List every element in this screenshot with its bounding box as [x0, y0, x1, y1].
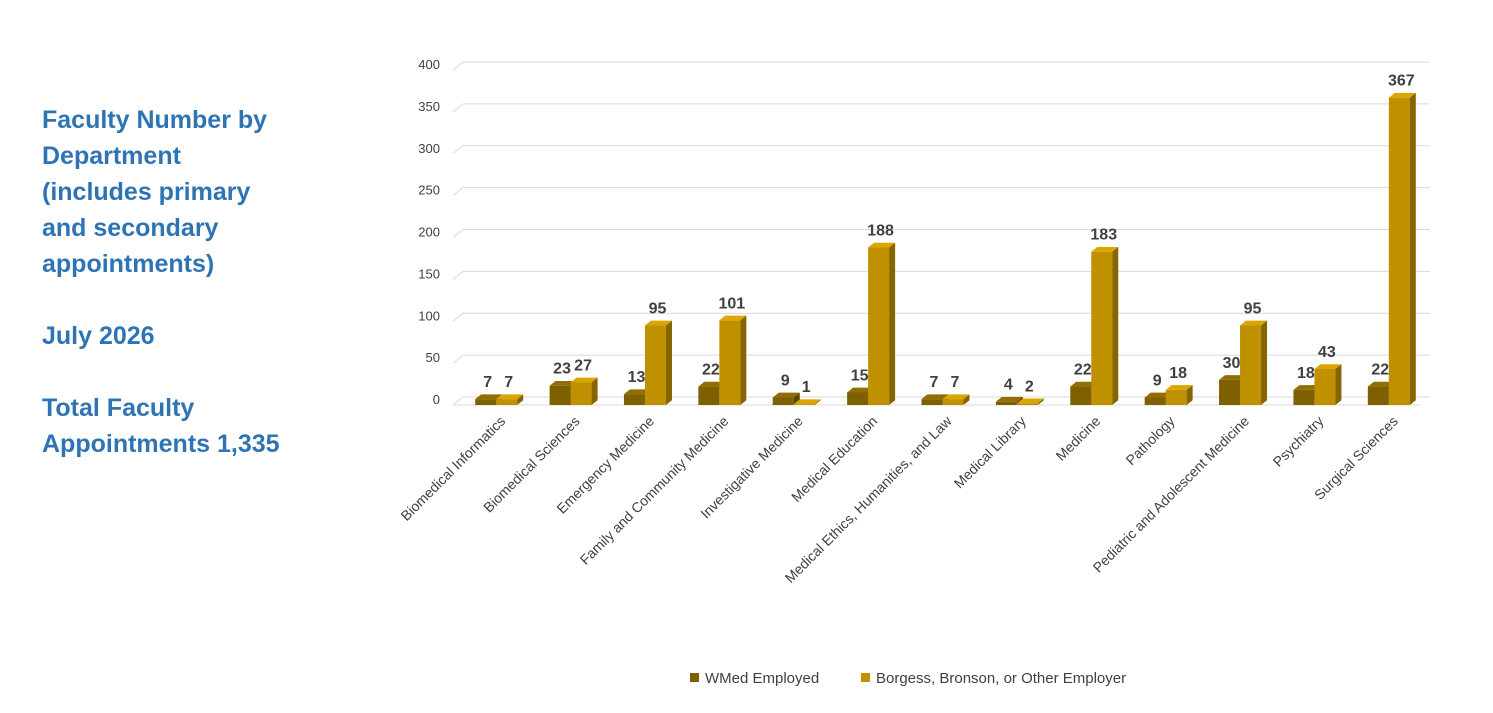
- data-label: 101: [718, 295, 745, 312]
- data-label: 22: [1371, 362, 1389, 379]
- legend: WMed Employed Borgess, Bronson, or Other …: [690, 670, 1126, 687]
- data-label: 18: [1297, 365, 1315, 382]
- bar-other: [793, 399, 821, 405]
- legend-item-other: Borgess, Bronson, or Other Employer: [861, 670, 1126, 687]
- legend-item-wmed: WMed Employed: [690, 670, 819, 687]
- category-label: Medical Ethics, Humanities, and Law: [782, 412, 956, 586]
- category-label: Pathology: [1122, 413, 1177, 468]
- bar-other: [1314, 364, 1342, 405]
- data-label: 7: [504, 374, 513, 391]
- data-label: 95: [1244, 300, 1262, 317]
- y-tick-label: 400: [418, 57, 440, 72]
- gridlines: [452, 61, 1430, 406]
- legend-label: WMed Employed: [705, 670, 819, 687]
- data-label: 22: [1074, 362, 1092, 379]
- bar-other: [868, 242, 896, 405]
- data-label: 7: [483, 374, 492, 391]
- total-line-1: Total Faculty: [42, 394, 195, 422]
- data-label: 1: [802, 379, 811, 396]
- bar-other: [1240, 320, 1268, 405]
- data-label: 95: [649, 300, 667, 317]
- title-line-4: and secondary: [42, 214, 219, 242]
- data-label: 183: [1090, 227, 1117, 244]
- bar-other: [942, 394, 970, 405]
- gridline-diag: [452, 312, 464, 322]
- bar-other: [719, 315, 747, 405]
- bar-other: [644, 320, 672, 405]
- side-panel: Faculty Number by Department (includes p…: [42, 102, 332, 462]
- data-label: 30: [1223, 355, 1241, 372]
- y-tick-label: 350: [418, 99, 440, 114]
- bars: [475, 92, 1416, 406]
- category-label: Surgical Sciences: [1311, 413, 1401, 503]
- data-label: 43: [1318, 344, 1336, 361]
- y-tick-label: 300: [418, 141, 440, 156]
- bar-other: [1016, 398, 1044, 405]
- bar-other: [1091, 246, 1119, 405]
- legend-label: Borgess, Bronson, or Other Employer: [876, 670, 1126, 687]
- data-label: 2: [1025, 378, 1034, 395]
- y-tick-label: 150: [418, 266, 440, 281]
- data-label: 9: [1153, 372, 1162, 389]
- category-label: Medicine: [1052, 413, 1103, 464]
- y-axis-ticks: 0 50 100 150 200 250 300 350 400: [418, 57, 440, 407]
- data-label: 18: [1169, 365, 1187, 382]
- data-label: 4: [1004, 377, 1013, 394]
- bar-other: [496, 394, 524, 405]
- y-tick-label: 250: [418, 183, 440, 198]
- title-line-1: Faculty Number by: [42, 106, 268, 134]
- category-label: Family and Community Medicine: [577, 413, 732, 568]
- data-label: 9: [781, 372, 790, 389]
- category-label: Medical Library: [951, 413, 1029, 491]
- title-line-3: (includes primary: [42, 178, 251, 206]
- category-label: Pediatric and Adolescent Medicine: [1090, 413, 1253, 576]
- gridline-diag: [452, 145, 464, 155]
- title-line-5: appointments): [42, 250, 215, 278]
- data-label: 367: [1388, 73, 1415, 90]
- title-line-2: Department: [42, 142, 181, 170]
- data-label: 22: [702, 362, 720, 379]
- data-label: 27: [574, 357, 592, 374]
- gridline-diag: [452, 270, 464, 280]
- report-date: July 2026: [42, 322, 155, 350]
- bar-other: [570, 377, 598, 405]
- data-label: 15: [851, 367, 869, 384]
- legend-swatch: [690, 673, 699, 682]
- y-tick-label: 100: [418, 308, 440, 323]
- category-label: Psychiatry: [1270, 413, 1327, 470]
- gridline-diag: [452, 103, 464, 113]
- y-tick-label: 50: [426, 350, 440, 365]
- data-label: 7: [930, 374, 939, 391]
- y-tick-label: 200: [418, 225, 440, 240]
- gridline-diag: [452, 354, 464, 364]
- bar-other: [1165, 385, 1193, 405]
- bar-wmed: [772, 392, 800, 405]
- data-label: 23: [553, 361, 571, 378]
- gridline-diag: [452, 229, 464, 238]
- y-tick-label: 0: [433, 392, 440, 407]
- gridline-diag: [452, 187, 464, 197]
- data-label: 7: [951, 374, 960, 391]
- gridline-diag: [452, 396, 464, 406]
- gridline-diag: [452, 61, 464, 71]
- total-line-2: Appointments 1,335: [42, 430, 280, 458]
- legend-swatch: [861, 673, 870, 682]
- data-label: 13: [628, 369, 646, 386]
- data-label: 188: [867, 223, 894, 240]
- bar-other: [1388, 92, 1416, 406]
